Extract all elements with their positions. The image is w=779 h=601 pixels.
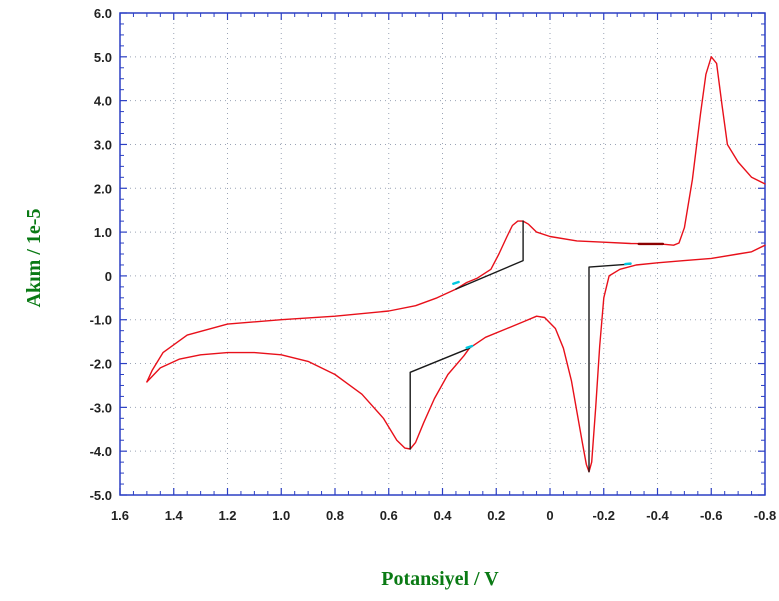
x-tick-label: 0.6 bbox=[380, 508, 398, 523]
series-line-4 bbox=[468, 244, 766, 473]
y-tick-label: 4.0 bbox=[94, 94, 112, 109]
y-tick-label: -5.0 bbox=[90, 488, 112, 503]
x-axis: 1.6 1.4 1.2 1.0 0.8 0.6 0.4 0.2 0 -0.2 -0.4 -0.6 -0.… bbox=[111, 13, 776, 523]
series-line-5 bbox=[455, 220, 524, 290]
x-tick-label: 0.8 bbox=[326, 508, 344, 523]
x-tick-label: 1.4 bbox=[165, 508, 184, 523]
x-tick-label: 0 bbox=[546, 508, 553, 523]
y-tick-label: 1.0 bbox=[94, 225, 112, 240]
marker-segment-2 bbox=[465, 344, 474, 349]
series-line-3 bbox=[146, 347, 471, 450]
series-line-2 bbox=[146, 288, 457, 383]
grid-lines bbox=[120, 13, 765, 495]
y-tick-label: 5.0 bbox=[94, 50, 112, 65]
marker-segment-4 bbox=[624, 262, 632, 266]
y-axis: 6.0 5.0 4.0 3.0 2.0 1.0 0 -1.0 -2.0 -3.0 -4.0 -5.0 bbox=[90, 6, 765, 503]
y-tick-label: 3.0 bbox=[94, 137, 112, 152]
x-tick-label: 0.4 bbox=[433, 508, 452, 523]
y-tick-label: 2.0 bbox=[94, 181, 112, 196]
x-axis-title: Potansiyel / V bbox=[381, 568, 499, 590]
x-tick-label: 0.2 bbox=[487, 508, 505, 523]
y-tick-label: -2.0 bbox=[90, 357, 112, 372]
y-tick-label: 0 bbox=[105, 269, 112, 284]
x-tick-label: -0.2 bbox=[593, 508, 615, 523]
y-tick-label: -3.0 bbox=[90, 400, 112, 415]
series-line-1 bbox=[455, 56, 766, 290]
series-line-7 bbox=[588, 263, 632, 473]
series-group bbox=[146, 56, 766, 473]
x-tick-label: -0.8 bbox=[754, 508, 776, 523]
y-axis-title: Akım / 1e-5 bbox=[23, 209, 45, 308]
marker-segment-3 bbox=[452, 280, 460, 285]
x-tick-label: 1.0 bbox=[272, 508, 290, 523]
x-tick-label: -0.4 bbox=[646, 508, 669, 523]
series-line-6 bbox=[409, 347, 471, 450]
x-tick-label: -0.6 bbox=[700, 508, 722, 523]
y-tick-label: -4.0 bbox=[90, 444, 112, 459]
y-tick-label: 6.0 bbox=[94, 6, 112, 21]
y-tick-label: -1.0 bbox=[90, 313, 112, 328]
x-tick-label: 1.2 bbox=[218, 508, 236, 523]
x-tick-label: 1.6 bbox=[111, 508, 129, 523]
